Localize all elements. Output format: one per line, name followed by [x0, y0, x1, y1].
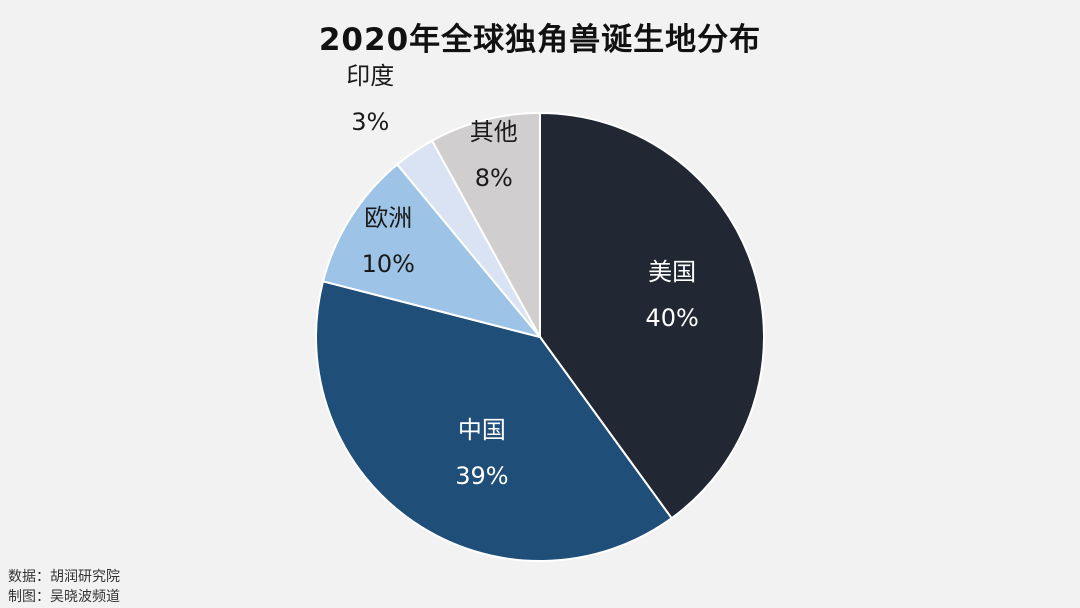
slice-value-5: 8%: [475, 164, 513, 192]
chart-title: 2020年全球独角兽诞生地分布: [318, 22, 762, 58]
slice-value-2: 39%: [455, 462, 508, 490]
slice-label-1: 美国: [648, 258, 696, 286]
pie-slice-5: [430, 111, 541, 338]
slice-value-3: 10%: [362, 250, 415, 278]
slice-label-4: 印度: [346, 62, 394, 90]
slice-value-4: 3%: [351, 108, 389, 136]
chart-credit-note: 制图：吴晓波频道: [8, 589, 120, 605]
data-source-note: 数据：胡润研究院: [8, 569, 120, 585]
slice-label-5: 其他: [470, 118, 518, 146]
slice-value-1: 40%: [645, 304, 698, 332]
pie-slice-1: [539, 111, 765, 520]
slice-label-2: 中国: [458, 416, 506, 444]
slice-label-3: 欧洲: [364, 204, 412, 232]
pie-slice-3: [321, 163, 543, 339]
pie-slice-2: [315, 280, 674, 562]
